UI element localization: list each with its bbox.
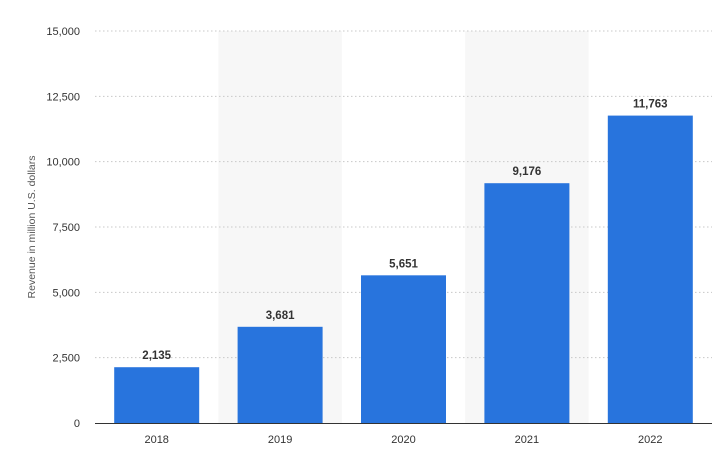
data-label: 2,135 (142, 350, 171, 362)
y-tick-label: 0 (74, 418, 80, 430)
x-tick-label: 2021 (515, 434, 539, 446)
y-tick-label: 2,500 (52, 353, 80, 365)
bar (607, 115, 693, 423)
data-label: 3,681 (266, 310, 295, 322)
bar (114, 367, 200, 423)
bars (114, 115, 693, 423)
y-tick-label: 10,000 (46, 157, 80, 169)
data-label: 5,651 (389, 258, 418, 270)
bar (361, 275, 446, 423)
x-axis-ticks: 2018 2019 2020 2021 2022 (144, 434, 662, 446)
y-axis-title: Revenue in million U.S. dollars (26, 156, 38, 299)
x-tick-label: 2020 (391, 434, 415, 446)
y-tick-label: 12,500 (46, 91, 80, 103)
data-label: 11,763 (633, 99, 668, 111)
y-tick-label: 5,000 (52, 287, 80, 299)
bar (237, 326, 323, 423)
bar (484, 183, 570, 423)
y-tick-label: 7,500 (52, 222, 80, 234)
x-tick-label: 2018 (144, 434, 168, 446)
x-tick-label: 2022 (638, 434, 662, 446)
y-axis-ticks: 0 2,500 5,000 7,500 10,000 12,500 15,000 (46, 26, 80, 430)
y-tick-label: 15,000 (46, 26, 80, 38)
data-labels: 2,135 3,681 5,651 9,176 11,763 (142, 99, 667, 363)
x-tick-label: 2019 (268, 434, 292, 446)
data-label: 9,176 (513, 166, 542, 178)
